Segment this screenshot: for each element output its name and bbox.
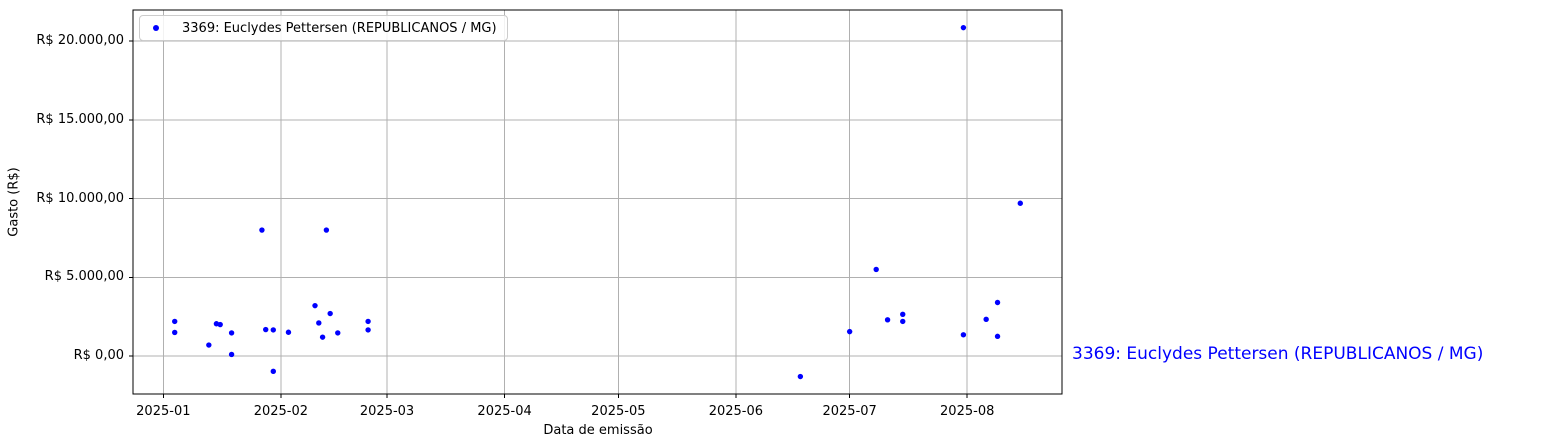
data-point	[228, 330, 235, 336]
data-point	[846, 328, 853, 335]
data-point	[316, 320, 322, 326]
x-tick-label: 2025-07	[822, 404, 877, 419]
data-point	[319, 334, 326, 340]
data-point	[900, 311, 906, 318]
data-point	[270, 368, 276, 375]
data-point	[312, 302, 318, 309]
data-point	[335, 330, 341, 336]
data-point	[217, 321, 223, 328]
data-point	[327, 310, 333, 317]
legend-marker-icon	[153, 25, 159, 31]
data-point	[206, 342, 212, 348]
y-tick-label: R$ 15.000,00	[36, 111, 124, 127]
data-point	[365, 318, 371, 325]
data-point	[797, 373, 804, 380]
axes-frame	[132, 9, 1063, 395]
data-point	[994, 299, 1001, 306]
data-point	[960, 24, 967, 31]
x-tick-label: 2025-06	[708, 404, 764, 419]
x-axis-title: Data de emissão	[543, 423, 653, 438]
data-point	[884, 317, 891, 323]
deputy-label-link[interactable]: 3369: Euclydes Pettersen (REPUBLICANOS /…	[1072, 344, 1484, 364]
x-tick-label: 2025-04	[477, 404, 532, 419]
x-tick-label: 2025-08	[940, 404, 995, 419]
x-tick-label: 2025-01	[136, 404, 191, 419]
legend-label: 3369: Euclydes Pettersen (REPUBLICANOS /…	[182, 20, 497, 36]
data-point	[873, 266, 879, 273]
y-tick-label: R$ 10.000,00	[36, 190, 124, 206]
data-point	[263, 326, 269, 333]
data-point	[285, 329, 292, 335]
x-tick-label: 2025-03	[359, 404, 415, 419]
data-point	[900, 318, 906, 325]
data-point	[365, 327, 371, 333]
data-point	[983, 316, 989, 323]
data-point	[270, 327, 276, 333]
y-tick-label: R$ 5.000,00	[44, 269, 124, 285]
y-tick-label: R$ 0,00	[73, 348, 124, 364]
x-tick-label: 2025-05	[591, 404, 646, 419]
data-point	[323, 227, 330, 233]
data-point	[172, 329, 178, 336]
data-point	[259, 227, 265, 233]
data-point	[172, 318, 178, 325]
data-point	[228, 351, 235, 358]
data-point	[994, 333, 1001, 340]
data-point	[960, 332, 967, 338]
legend-box: 3369: Euclydes Pettersen (REPUBLICANOS /…	[139, 15, 508, 41]
x-tick-label: 2025-02	[253, 404, 309, 419]
data-point	[1017, 200, 1023, 206]
y-tick-label: R$ 20.000,00	[36, 33, 124, 49]
